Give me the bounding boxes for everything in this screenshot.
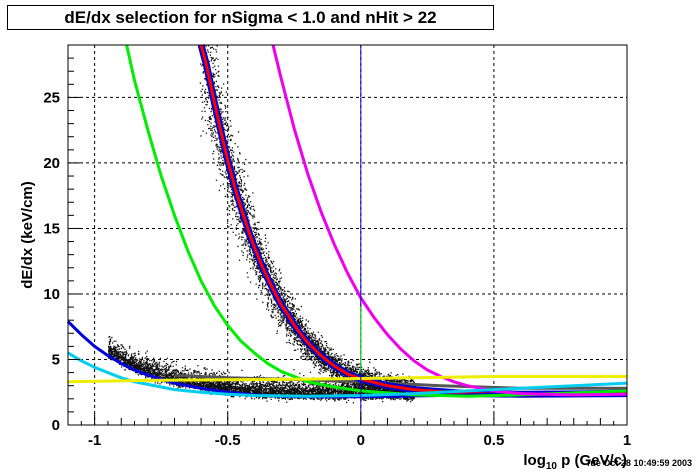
y-tick-label: 0 [52, 417, 60, 434]
fit-curve [199, 44, 628, 396]
x-axis-title-base: log [523, 452, 546, 469]
fit-curve [67, 351, 628, 398]
scatter-bands [107, 45, 417, 404]
y-axis-title: dE/dx (keV/cm) [19, 181, 36, 289]
y-tick-label: 5 [52, 351, 60, 368]
fit-curve [67, 375, 627, 384]
y-tick-label: 20 [43, 155, 60, 172]
y-tick-label: 15 [43, 220, 60, 237]
scatter-points [107, 45, 417, 404]
x-axis-title-rest: p (GeV/c) [557, 452, 627, 469]
x-tick-label: -0.5 [215, 432, 241, 449]
timestamp: Tue Oct 28 10:49:59 2003 [585, 458, 692, 468]
y-tick-label: 10 [43, 286, 60, 303]
x-tick-label: -1 [88, 432, 101, 449]
x-axis-title-sub: 10 [546, 461, 558, 472]
axis-ticks [67, 44, 628, 426]
fit-curve [66, 320, 628, 399]
chart-title: dE/dx selection for nSigma < 1.0 and nHi… [7, 5, 494, 30]
x-tick-label: 0.5 [483, 432, 504, 449]
x-tick-label: 1 [623, 432, 631, 449]
x-axis-title: log10 p (GeV/c) [523, 452, 627, 472]
y-tick-label: 25 [43, 89, 60, 106]
x-tick-label: 0 [357, 432, 365, 449]
fit-curves [66, 44, 628, 399]
